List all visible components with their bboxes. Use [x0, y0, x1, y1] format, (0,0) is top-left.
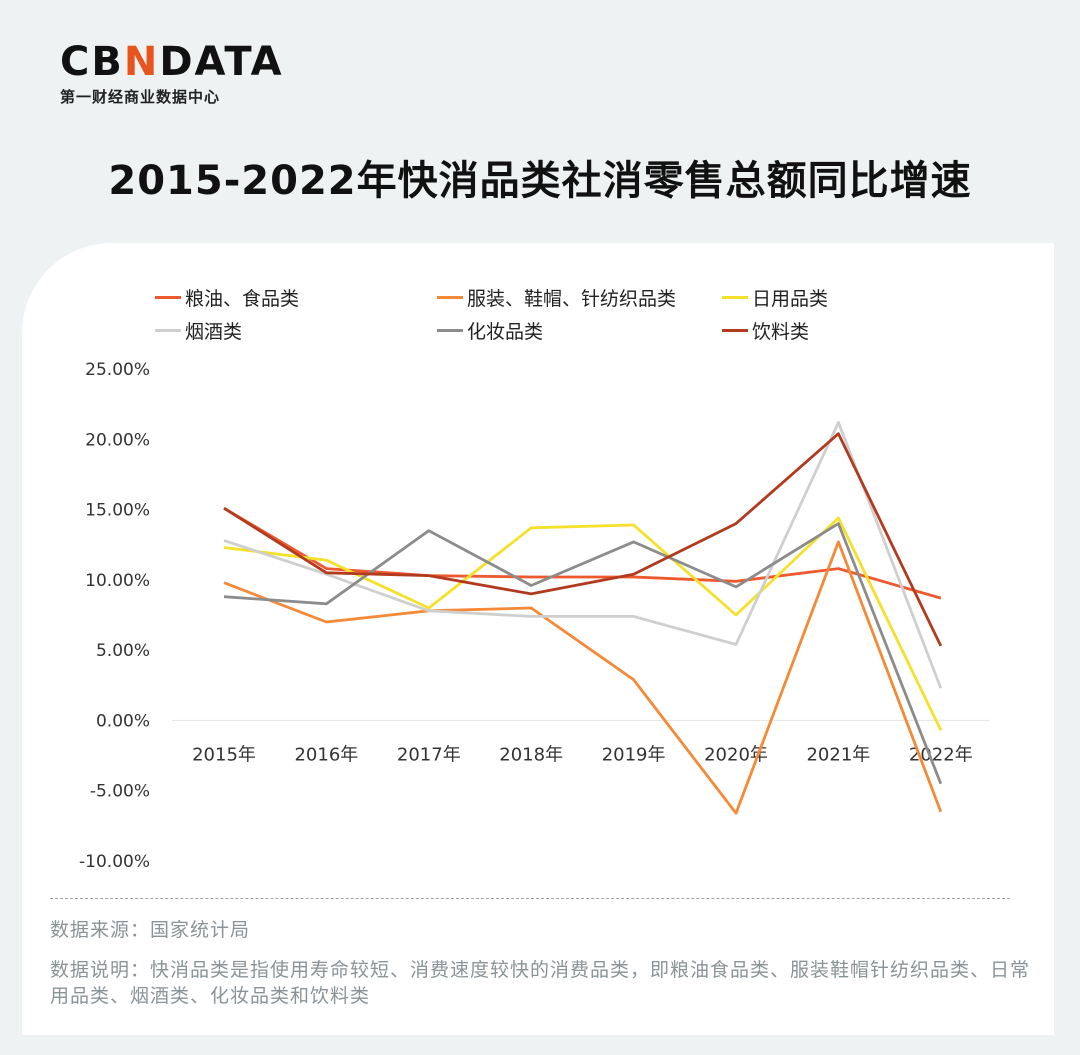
- footer-divider: [50, 898, 1010, 899]
- y-tick-label: 15.00%: [85, 501, 150, 521]
- logo-wordmark: CBNDATA: [60, 39, 284, 85]
- y-tick-label: 0.00%: [96, 711, 150, 731]
- legend-swatch: [722, 329, 748, 332]
- legend-swatch: [437, 329, 463, 332]
- legend-item: 饮料类: [722, 320, 809, 344]
- legend-item: 粮油、食品类: [155, 287, 299, 311]
- legend-label: 化妆品类: [467, 321, 544, 343]
- data-note: 数据说明：快消品类是指使用寿命较短、消费速度较快的消费品类，即粮油食品类、服装鞋…: [50, 959, 1031, 1007]
- y-tick-label: -10.00%: [79, 852, 150, 872]
- x-tick-label: 2018年: [499, 744, 563, 765]
- logo-subtitle: 第一财经商业数据中心: [60, 88, 221, 106]
- series-line-1: [223, 506, 942, 600]
- legend-item: 烟酒类: [155, 320, 242, 344]
- legend-swatch: [722, 296, 748, 299]
- y-tick-label: 25.00%: [85, 360, 150, 380]
- x-tick-label: 2022年: [909, 744, 973, 765]
- x-tick-label: 2017年: [397, 744, 461, 765]
- legend-label: 饮料类: [752, 321, 810, 343]
- x-tick-label: 2015年: [192, 744, 256, 765]
- x-tick-label: 2016年: [294, 744, 358, 765]
- legend-swatch: [155, 296, 181, 299]
- x-tick-label: 2020年: [704, 744, 768, 765]
- series-line-5: [223, 522, 943, 785]
- legend-item: 化妆品类: [437, 320, 543, 344]
- x-tick-label: 2021年: [806, 744, 870, 765]
- y-tick-label: -5.00%: [90, 782, 150, 802]
- legend-swatch: [155, 329, 181, 332]
- series-line-6: [223, 432, 943, 647]
- y-tick-label: 20.00%: [85, 430, 150, 450]
- x-tick-label: 2019年: [602, 744, 666, 765]
- legend-label: 日用品类: [752, 288, 829, 310]
- chart-card: 粮油、食品类 服装、鞋帽、针纺织品类 日用品类烟酒类 化妆品类 饮料类 25.00% 20…: [22, 243, 1054, 1035]
- legend-swatch: [437, 296, 463, 299]
- legend-item: 日用品类: [722, 287, 828, 311]
- logo: CBNDATA 第一财经商业数据中心: [60, 40, 284, 107]
- page-title: 2015-2022年快消品类社消零售总额同比增速: [108, 158, 972, 204]
- chart-legend: 粮油、食品类 服装、鞋帽、针纺织品类 日用品类烟酒类 化妆品类 饮料类: [22, 243, 1054, 353]
- series-line-3: [223, 516, 943, 731]
- legend-item: 服装、鞋帽、针纺织品类: [437, 287, 676, 311]
- legend-label: 粮油、食品类: [185, 288, 300, 310]
- legend-label: 烟酒类: [185, 321, 243, 343]
- line-chart: 25.00% 20.00% 15.00% 10.00% 5.00% 0.00% -5.00%…: [79, 360, 990, 872]
- y-tick-label: 5.00%: [96, 641, 150, 661]
- data-source: 数据来源：国家统计局: [50, 919, 251, 941]
- series-line-2: [223, 540, 943, 815]
- y-tick-label: 10.00%: [85, 571, 150, 591]
- series-line-4: [223, 420, 943, 689]
- legend-label: 服装、鞋帽、针纺织品类: [467, 288, 677, 310]
